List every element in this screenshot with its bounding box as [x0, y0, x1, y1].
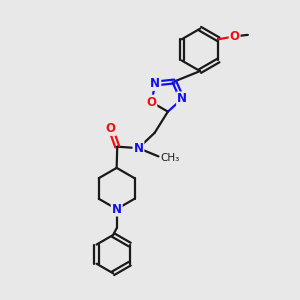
Text: N: N — [112, 202, 122, 216]
Text: CH₃: CH₃ — [160, 153, 179, 163]
Text: O: O — [146, 96, 156, 109]
Text: N: N — [150, 77, 161, 90]
Text: N: N — [177, 92, 187, 105]
Text: N: N — [134, 142, 143, 154]
Text: O: O — [230, 30, 240, 43]
Text: O: O — [106, 122, 116, 135]
